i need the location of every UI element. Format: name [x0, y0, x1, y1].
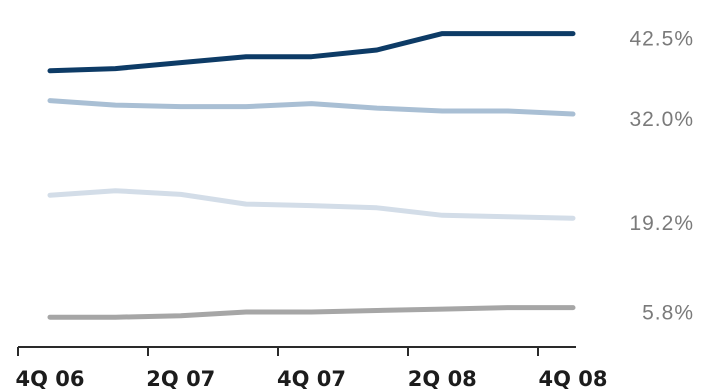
- x-tick-label-4: 2Q 08: [408, 367, 477, 390]
- end-label-4: 5.8%: [642, 302, 694, 325]
- series-line-4: [47, 305, 576, 320]
- x-tick-label-5: 4Q 08: [539, 367, 608, 390]
- x-axis: 4Q 06 2Q 07 4Q 07 2Q 08 4Q 08: [16, 346, 608, 390]
- x-tick-label-1: 4Q 06: [16, 367, 85, 390]
- end-label-1: 42.5%: [629, 28, 694, 51]
- series-layer: [47, 31, 576, 320]
- x-tick-label-3: 4Q 07: [277, 367, 346, 390]
- series-line-1: [47, 31, 576, 74]
- series-line-3: [47, 188, 576, 221]
- end-label-2: 32.0%: [629, 108, 694, 131]
- x-tick-label-2: 2Q 07: [146, 367, 215, 390]
- end-label-layer: 42.5% 32.0% 19.2% 5.8%: [629, 28, 694, 325]
- end-label-3: 19.2%: [629, 212, 694, 235]
- series-line-2: [47, 98, 576, 117]
